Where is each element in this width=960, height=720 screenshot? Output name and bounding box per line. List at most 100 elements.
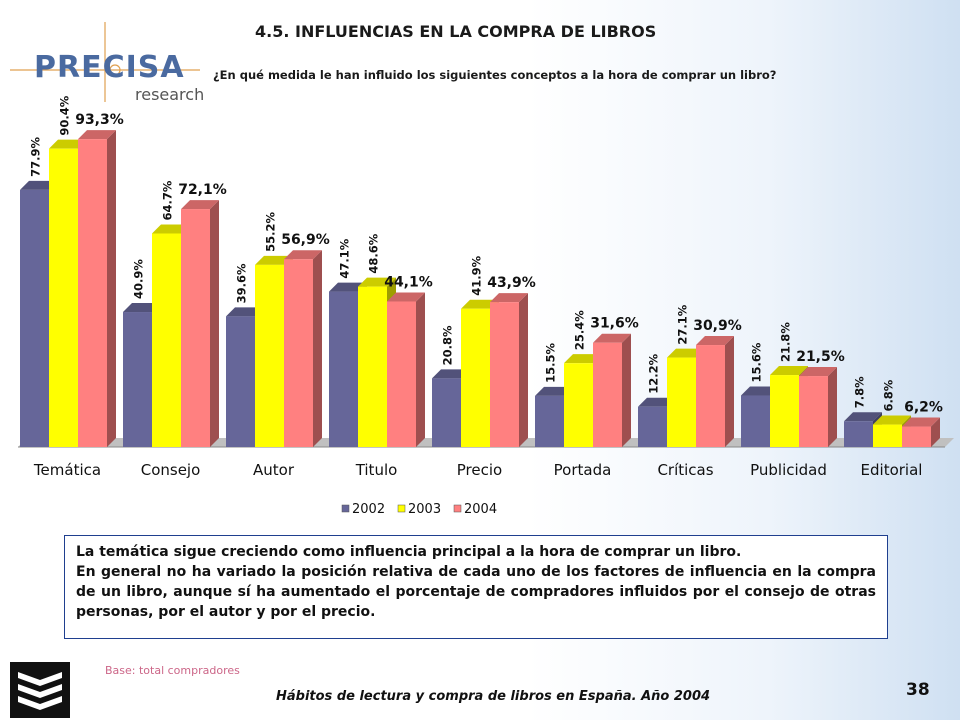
bar-top	[329, 282, 367, 292]
bar-side	[931, 417, 940, 447]
logo-text: PRECISA	[34, 50, 185, 85]
bar-top	[667, 348, 705, 358]
bar-2003-8	[873, 424, 902, 447]
data-label: 21,5%	[796, 349, 845, 365]
chart-question: ¿En qué medida le han influido los sigui…	[213, 68, 777, 82]
data-label: 21.8%	[779, 322, 793, 362]
bar-top	[902, 417, 940, 427]
data-label: 6,2%	[904, 400, 943, 416]
category-label: Autor	[253, 461, 295, 479]
summary-line-2: En general no ha variado la posición rel…	[76, 564, 876, 620]
bar-top	[432, 369, 470, 379]
data-label: 47.1%	[338, 238, 352, 278]
bar-2004-1	[181, 209, 210, 447]
bar-top	[226, 307, 264, 317]
data-label: 20.8%	[441, 325, 455, 365]
legend-label: 2002	[352, 502, 385, 517]
bar-top	[564, 354, 602, 364]
category-label: Editorial	[861, 461, 923, 479]
data-label: 7.8%	[853, 376, 867, 408]
bar-top	[770, 366, 808, 376]
bar-2003-0	[49, 148, 78, 447]
data-label: 39.6%	[235, 263, 249, 303]
data-label: 25.4%	[573, 310, 587, 350]
footer-text: Hábitos de lectura y compra de libros en…	[276, 689, 711, 704]
legend-swatch	[397, 504, 406, 513]
category-label: Portada	[554, 461, 612, 479]
bar-2004-0	[78, 139, 107, 448]
bar-top	[255, 255, 293, 265]
data-label: 30,9%	[693, 318, 742, 334]
category-label: Precio	[457, 461, 502, 479]
data-label: 90.4%	[58, 95, 72, 135]
data-label: 93,3%	[75, 112, 124, 128]
bar-2002-2	[226, 316, 255, 447]
bar-2004-6	[696, 345, 725, 447]
logo-graphic	[10, 22, 200, 102]
bar-side	[622, 333, 631, 447]
data-label: 6.8%	[882, 379, 896, 411]
bar-top	[799, 367, 837, 377]
data-label: 41.9%	[470, 255, 484, 295]
bar-side	[725, 336, 734, 447]
bar-2004-3	[387, 301, 416, 447]
publisher-logo-icon	[10, 662, 70, 718]
bar-2003-4	[461, 308, 490, 447]
bar-top	[123, 303, 161, 313]
bar-2004-5	[593, 342, 622, 447]
bar-2004-7	[799, 376, 828, 447]
legend-label: 2003	[408, 502, 441, 517]
bar-top	[638, 397, 676, 407]
category-label: Críticas	[657, 461, 713, 479]
bar-2002-1	[123, 312, 152, 447]
bar-2003-6	[667, 357, 696, 447]
bar-top	[152, 224, 190, 234]
summary-box: La temática sigue creciendo como influen…	[64, 535, 888, 639]
bar-2003-1	[152, 233, 181, 447]
data-label: 55.2%	[264, 211, 278, 251]
bar-2002-5	[535, 395, 564, 447]
bar-top	[387, 292, 425, 302]
category-label: Temática	[33, 461, 101, 479]
base-note: Base: total compradores	[105, 664, 240, 677]
bar-top	[358, 277, 396, 287]
data-label: 77.9%	[29, 137, 43, 177]
legend-label: 2004	[464, 502, 497, 517]
data-label: 48.6%	[367, 233, 381, 273]
logo-subtext: research	[135, 85, 205, 104]
bar-top	[490, 293, 528, 303]
bar-2003-2	[255, 264, 284, 447]
section-title: 4.5. INFLUENCIAS EN LA COMPRA DE LIBROS	[255, 22, 657, 41]
data-label: 72,1%	[178, 182, 227, 198]
category-label: Titulo	[355, 461, 398, 479]
legend-swatch	[341, 504, 350, 513]
bar-side	[519, 293, 528, 447]
category-label: Consejo	[141, 461, 201, 479]
data-label: 43,9%	[487, 275, 536, 291]
bar-top	[844, 412, 882, 422]
precisa-logo: PRECISA research	[10, 22, 204, 104]
legend-swatch	[453, 504, 462, 513]
bar-2002-6	[638, 406, 667, 447]
bar-2002-4	[432, 378, 461, 447]
bar-side	[313, 250, 322, 447]
bar-side	[828, 367, 837, 447]
data-label: 44,1%	[384, 274, 433, 290]
bar-2002-7	[741, 395, 770, 447]
bar-2003-7	[770, 375, 799, 447]
summary-line-1: La temática sigue creciendo como influen…	[76, 544, 742, 560]
bar-top	[696, 336, 734, 346]
bar-2003-5	[564, 363, 593, 447]
bar-2004-2	[284, 259, 313, 447]
bar-2002-0	[20, 189, 49, 447]
bar-2004-4	[490, 302, 519, 447]
bar-top	[593, 333, 631, 343]
bar-side	[210, 200, 219, 447]
bar-top	[873, 415, 911, 425]
data-label: 40.9%	[132, 259, 146, 299]
bar-side	[416, 292, 425, 447]
bar-top	[78, 130, 116, 140]
data-label: 12.2%	[647, 353, 661, 393]
bar-top	[461, 299, 499, 309]
data-label: 56,9%	[281, 232, 330, 248]
